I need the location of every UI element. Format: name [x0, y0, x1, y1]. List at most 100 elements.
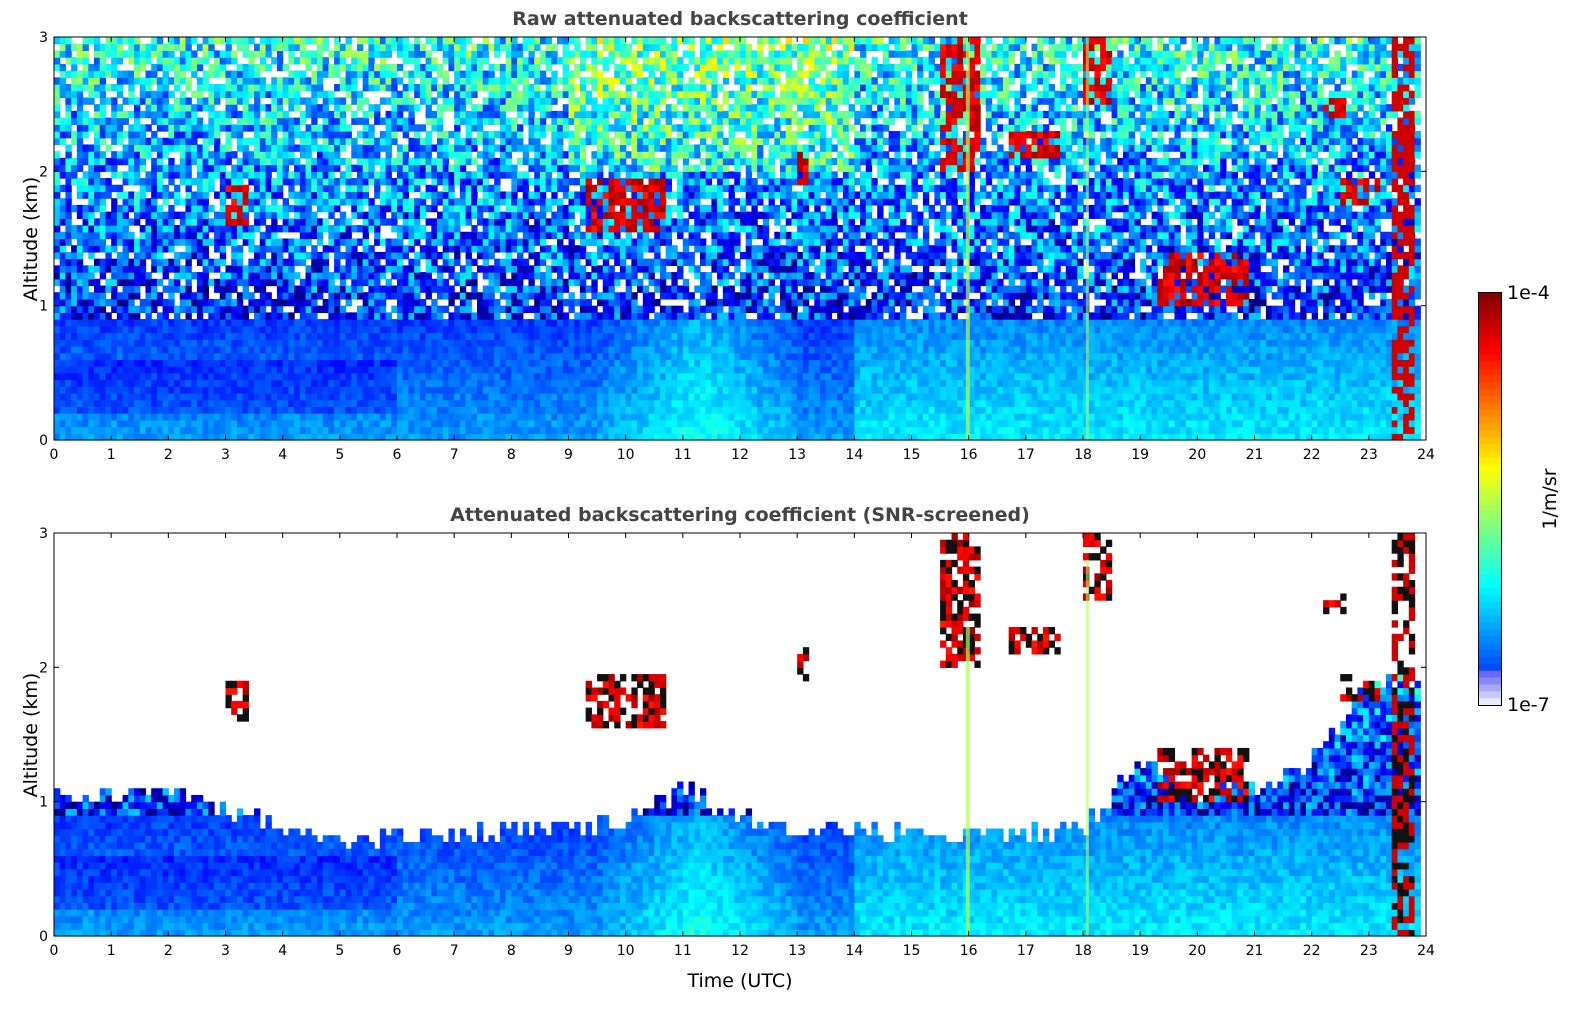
colorbar-step [1479, 567, 1501, 576]
colorbar-step [1479, 519, 1501, 527]
x-tick-label: 5 [335, 943, 344, 959]
x-tick-label: 12 [731, 943, 749, 959]
colorbar-step [1479, 505, 1501, 514]
x-tick-label: 21 [1246, 943, 1264, 959]
colorbar-step [1479, 691, 1501, 699]
bottom-heatmap-svg: 0 1 2 3 4 5 6 7 8 9 10 11 12 13 14 15 16 17 18 19 20 21 22 23 24… [39, 526, 1435, 959]
colorbar-step [1479, 368, 1501, 376]
x-tick-label: 13 [788, 447, 806, 463]
x-tick-label: 6 [393, 447, 402, 463]
x-tick-label: 15 [903, 943, 921, 959]
colorbar-step [1479, 677, 1501, 685]
x-tick-label: 24 [1417, 447, 1435, 463]
colorbar-step [1479, 457, 1501, 466]
heatmap-cells [54, 37, 1421, 441]
colorbar-step [1479, 560, 1501, 569]
x-tick-label: 11 [674, 447, 692, 463]
colorbar-step [1479, 299, 1501, 308]
colorbar-step [1479, 588, 1501, 596]
x-tick-label: 9 [564, 943, 573, 959]
colorbar-step [1479, 409, 1501, 418]
colorbar-step [1479, 650, 1501, 658]
colorbar-step [1479, 416, 1501, 424]
x-tick-label: 23 [1360, 447, 1378, 463]
colorbar-max-label: 1e-4 [1507, 282, 1550, 304]
x-tick-label: 1 [107, 447, 116, 463]
colorbar-step [1479, 485, 1501, 493]
y-tick-label: 2 [39, 660, 48, 676]
x-tick-label: 19 [1131, 943, 1149, 959]
colorbar-step [1479, 608, 1501, 617]
colorbar-step [1479, 382, 1501, 390]
x-tick-label: 22 [1303, 447, 1321, 463]
streak-18utc [1085, 37, 1089, 440]
colorbar [1478, 292, 1502, 706]
colorbar-step [1479, 615, 1501, 624]
colorbar-step [1479, 663, 1501, 672]
colorbar-step [1479, 354, 1501, 363]
y-tick-label: 3 [39, 30, 48, 46]
x-tick-label: 21 [1246, 447, 1264, 463]
x-tick-label: 14 [845, 447, 863, 463]
x-tick-label: 7 [450, 447, 459, 463]
colorbar-step [1479, 684, 1501, 692]
colorbar-step [1479, 402, 1501, 411]
colorbar-step [1479, 389, 1501, 397]
colorbar-step [1479, 629, 1501, 637]
colorbar-step [1479, 327, 1501, 335]
x-tick-label: 13 [788, 943, 806, 959]
colorbar-step [1479, 464, 1501, 473]
x-tick-label: 19 [1131, 447, 1149, 463]
x-tick-label: 9 [564, 447, 573, 463]
y-tick-label: 2 [39, 164, 48, 180]
top-plot-area: 0 1 2 3 4 5 6 7 8 9 10 11 12 13 14 15 16 17 18 19 20 21 22 23 24… [0, 0, 1440, 480]
x-tick-label: 7 [450, 943, 459, 959]
colorbar-step [1479, 643, 1501, 651]
colorbar-step [1479, 622, 1501, 630]
colorbar-step [1479, 540, 1501, 548]
x-tick-label: 20 [1188, 943, 1206, 959]
colorbar-min-label: 1e-7 [1507, 694, 1550, 716]
colorbar-step [1479, 444, 1501, 452]
x-axis-label: Time (UTC) [687, 970, 793, 992]
x-tick-label: 1 [107, 943, 116, 959]
x-tick-label: 0 [50, 943, 59, 959]
x-tick-label: 3 [221, 447, 230, 463]
colorbar-step [1479, 656, 1501, 665]
x-tick-label: 10 [617, 447, 635, 463]
colorbar-step [1479, 574, 1501, 582]
colorbar-step [1479, 341, 1501, 349]
colorbar-step [1479, 698, 1501, 706]
y-tick-label: 3 [39, 526, 48, 542]
colorbar-step [1479, 499, 1501, 507]
colorbar-step [1479, 547, 1501, 555]
colorbar-step [1479, 595, 1501, 603]
y-tick-label: 0 [39, 929, 48, 945]
streak-16utc [965, 627, 970, 936]
x-tick-label: 12 [731, 447, 749, 463]
colorbar-step [1479, 670, 1501, 679]
colorbar-step [1479, 450, 1501, 459]
colorbar-step [1479, 313, 1501, 321]
colorbar-frame [1478, 292, 1502, 706]
x-tick-label: 17 [1017, 447, 1035, 463]
colorbar-step [1479, 437, 1501, 445]
x-tick-label: 24 [1417, 943, 1435, 959]
x-tick-label: 10 [617, 943, 635, 959]
colorbar-step [1479, 581, 1501, 589]
colorbar-step [1479, 306, 1501, 315]
colorbar-step [1479, 320, 1501, 328]
colorbar-step [1479, 361, 1501, 370]
colorbar-step [1479, 375, 1501, 383]
colorbar-unit-label: 1/m/sr [1539, 468, 1561, 530]
bottom-chart-title: Attenuated backscattering coefficient (S… [450, 504, 1030, 526]
x-tick-label: 15 [903, 447, 921, 463]
colorbar-step [1479, 492, 1501, 500]
colorbar-step [1479, 423, 1501, 431]
x-tick-label: 0 [50, 447, 59, 463]
x-tick-label: 4 [278, 447, 287, 463]
colorbar-step [1479, 602, 1501, 610]
x-tick-label: 18 [1074, 447, 1092, 463]
colorbar-step [1479, 553, 1501, 562]
streak-16utc [965, 37, 970, 440]
